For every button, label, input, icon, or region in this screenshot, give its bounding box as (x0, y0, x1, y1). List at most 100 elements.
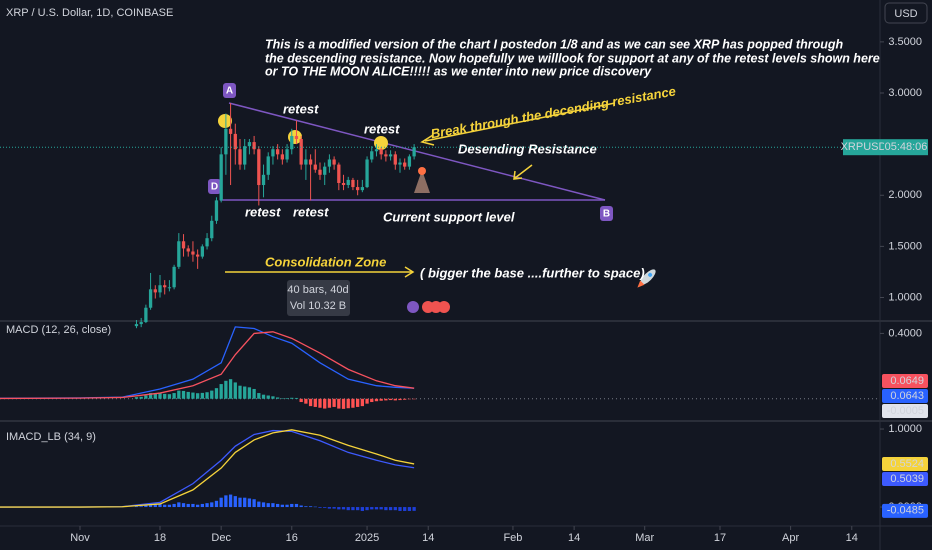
volcano-icon (414, 170, 430, 193)
candle-body (186, 248, 190, 252)
histogram-bar (224, 380, 228, 399)
candle-body (252, 142, 256, 150)
price-tag-bg (884, 139, 928, 156)
retest-marker (374, 136, 388, 150)
histogram-bar (261, 502, 266, 508)
candle-body (323, 166, 327, 175)
candle-body (341, 182, 346, 186)
histogram-bar (271, 396, 275, 399)
candle-body (384, 154, 388, 157)
histogram-bar (285, 398, 289, 399)
note-line: or TO THE MOON ALICE!!!!! as we enter in… (265, 64, 652, 78)
candle-body (177, 241, 181, 267)
consolidation-label: Consolidation Zone (265, 254, 386, 269)
histogram-bar (398, 507, 402, 511)
candle-body (290, 135, 294, 150)
support-label: Current support level (383, 209, 515, 224)
arrow-head (420, 134, 435, 146)
histogram-bar (158, 393, 162, 399)
histogram-bar (370, 398, 374, 403)
price-tag-countdown: 05:48:06 (885, 141, 928, 153)
axis-tag-bg (882, 456, 928, 471)
histogram-bar (313, 398, 317, 407)
candle-body (196, 254, 200, 257)
candle-body (398, 162, 402, 165)
candle-body (219, 154, 223, 201)
histogram-bar (393, 398, 397, 401)
candle-body (148, 289, 153, 308)
pane-title: IMACD_LB (34, 9) (6, 431, 96, 443)
arrow-head (513, 170, 523, 180)
histogram-bar (238, 497, 242, 508)
histogram-bar (134, 397, 139, 399)
histogram-bar (243, 386, 247, 399)
histogram-bar (233, 496, 237, 508)
histogram-bar (148, 393, 153, 399)
candle-body (214, 200, 219, 221)
point-label-bg (223, 83, 236, 98)
histogram-bar (210, 390, 214, 399)
histogram-bar (351, 507, 355, 511)
histogram-bar (186, 503, 190, 508)
candle-body (393, 154, 397, 165)
candle-body (247, 142, 252, 147)
histogram-bar (276, 397, 280, 399)
histogram-bar (177, 502, 181, 508)
x-tick-label: 16 (286, 532, 298, 544)
histogram-bar (332, 507, 336, 509)
histogram-bar (228, 379, 233, 399)
rocket-icon (637, 269, 656, 288)
histogram-bar (257, 393, 261, 399)
retest-label: retest (283, 101, 319, 116)
resistance-label: Desending Resistance (458, 141, 597, 156)
candle-body (407, 156, 412, 167)
resistance-arrow (514, 164, 533, 179)
candle-body (299, 139, 303, 165)
histogram-bar (196, 393, 200, 399)
point-label: A (226, 86, 233, 97)
candle-body (304, 159, 308, 165)
histogram-bar (308, 398, 313, 407)
tooltip-volume: Vol 10.32 B (290, 300, 346, 312)
histogram-bar (247, 387, 252, 399)
histogram-bar (374, 507, 379, 510)
histogram-bar (271, 503, 275, 508)
histogram-bar (205, 503, 209, 508)
candle-body (224, 128, 228, 155)
candle-body (134, 324, 139, 327)
histogram-bar (148, 503, 153, 508)
histogram-bar (144, 505, 148, 508)
histogram-bar (360, 398, 364, 407)
candle-body (205, 238, 209, 247)
histogram-bar (290, 397, 294, 399)
candle-body (313, 164, 317, 170)
histogram-bar (228, 494, 233, 508)
histogram-bar (186, 391, 190, 399)
histogram-bar (257, 501, 261, 508)
histogram-bar (172, 503, 176, 508)
candle-body (266, 156, 270, 175)
point-label-bg (208, 179, 221, 194)
currency-button[interactable] (884, 2, 928, 24)
retest-label: retest (245, 204, 281, 219)
candle-body (294, 135, 299, 140)
x-tick-label: Mar (635, 532, 654, 544)
histogram-bar (327, 507, 332, 509)
x-tick-label: Dec (211, 532, 231, 544)
candle-body (191, 251, 195, 255)
currency-label[interactable]: USD (894, 8, 917, 20)
axis-tag-bg (882, 389, 928, 403)
y-tick-label: 1.5000 (888, 240, 922, 252)
histogram-bar (172, 393, 176, 399)
histogram-bar (205, 392, 209, 399)
histogram-bar (299, 505, 303, 508)
histogram-bar (323, 398, 327, 409)
candle-body (233, 133, 237, 150)
y-tick-label: 1.0000 (888, 291, 922, 303)
histogram-bar (346, 398, 350, 409)
histogram-bar (308, 506, 313, 508)
y-tick-label: 2.0000 (888, 189, 922, 201)
breakout-arrow (424, 102, 616, 142)
